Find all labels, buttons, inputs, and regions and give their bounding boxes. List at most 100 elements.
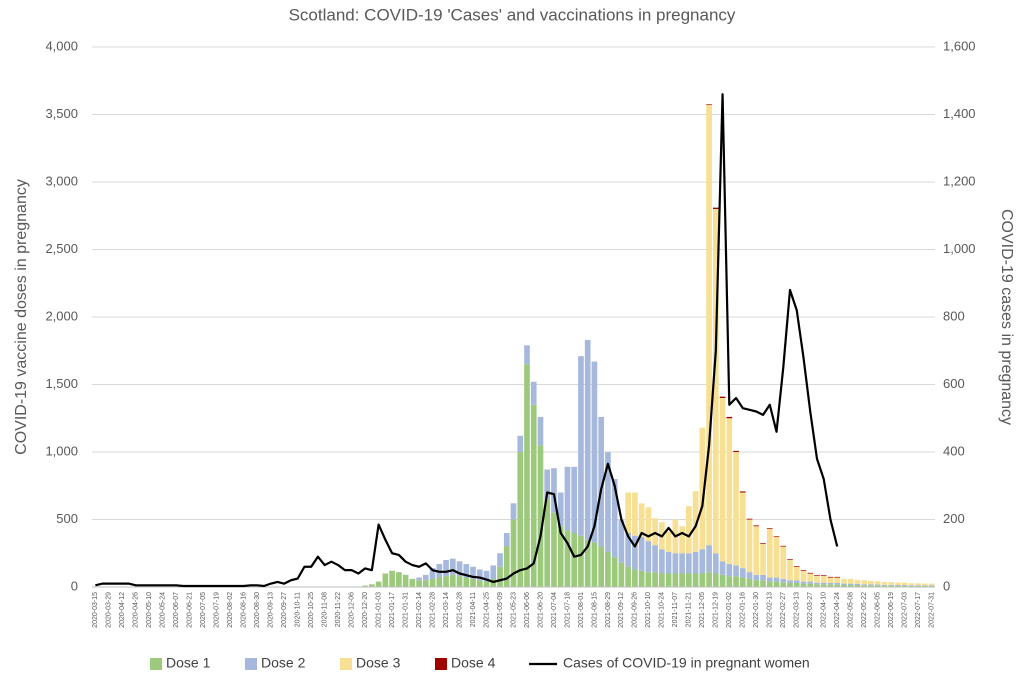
bar-segment xyxy=(598,416,605,547)
bar-segment xyxy=(733,452,739,566)
x-tick-label: 2020-06-07 xyxy=(173,592,180,628)
bar-segment xyxy=(733,565,739,577)
bar-segment xyxy=(787,582,793,587)
y2-tick-label: 1,000 xyxy=(943,241,976,256)
bar-segment xyxy=(847,583,854,585)
bar-segment xyxy=(814,575,820,583)
bar-segment xyxy=(868,580,874,585)
bar-segment xyxy=(766,528,773,529)
x-tick-label: 2021-07-18 xyxy=(564,592,571,628)
bar-segment xyxy=(699,427,706,550)
x-tick-label: 2022-01-02 xyxy=(726,592,733,628)
bar-segment xyxy=(874,584,881,586)
bar-segment xyxy=(652,545,658,573)
bar-segment xyxy=(861,580,868,585)
bar-segment xyxy=(814,582,820,585)
bar-segment xyxy=(915,583,921,586)
bar-segment xyxy=(557,492,564,527)
y2-tick-label: 1,400 xyxy=(943,106,976,121)
x-tick-label: 2021-03-28 xyxy=(456,592,463,628)
bar-segment xyxy=(773,581,780,587)
y2-tick-label: 200 xyxy=(943,511,965,526)
bar-segment xyxy=(827,582,834,585)
bar-segment xyxy=(712,573,719,587)
bar-segment xyxy=(733,576,739,587)
bar-segment xyxy=(564,466,571,531)
bar-segment xyxy=(753,574,760,581)
bar-segment xyxy=(726,416,733,419)
bar-segment xyxy=(807,581,814,584)
bar-segment xyxy=(854,579,861,584)
bar-segment xyxy=(773,577,780,582)
bar-segment xyxy=(544,469,551,500)
chart-title: Scotland: COVID-19 'Cases' and vaccinati… xyxy=(289,5,736,24)
bar-segment xyxy=(841,583,847,585)
x-tick-label: 2021-03-14 xyxy=(443,592,450,628)
bar-segment xyxy=(746,519,753,573)
bar-segment xyxy=(888,582,894,585)
bar-segment xyxy=(834,582,841,585)
bar-segment xyxy=(800,570,807,582)
bar-segment xyxy=(618,562,625,587)
bar-segment xyxy=(605,551,611,587)
x-tick-label: 2021-01-03 xyxy=(375,592,382,628)
x-tick-label: 2021-11-07 xyxy=(672,592,679,627)
bar-segment xyxy=(591,542,598,587)
x-tick-label: 2021-01-17 xyxy=(389,592,396,628)
bar-segment xyxy=(780,582,787,587)
x-tick-label: 2020-08-02 xyxy=(227,592,234,628)
bar-segment xyxy=(537,416,544,446)
y-tick-label: 1,000 xyxy=(45,443,78,458)
y-tick-label: 2,500 xyxy=(45,241,78,256)
bar-segment xyxy=(422,574,429,581)
bar-segment xyxy=(719,574,726,587)
bar-segment xyxy=(908,585,915,587)
bar-segment xyxy=(895,585,901,587)
bar-segment xyxy=(692,551,699,574)
x-tick-label: 2020-08-30 xyxy=(254,592,261,628)
x-tick-label: 2020-03-15 xyxy=(92,592,99,628)
bar-segment xyxy=(787,560,793,581)
bar-segment xyxy=(456,576,463,587)
x-tick-label: 2021-08-01 xyxy=(578,592,585,628)
bar-segment xyxy=(598,546,605,587)
bar-segment xyxy=(611,479,618,558)
bar-segment xyxy=(476,580,483,587)
x-tick-label: 2021-06-06 xyxy=(524,592,531,628)
bar-segment xyxy=(571,533,578,587)
bar-segment xyxy=(827,576,834,578)
x-tick-label: 2020-04-26 xyxy=(133,592,140,628)
bar-segment xyxy=(652,572,658,587)
bar-segment xyxy=(712,207,719,209)
bar-segment xyxy=(739,492,746,569)
bar-segment xyxy=(429,578,436,587)
bar-segment xyxy=(686,553,692,574)
y-tick-label: 500 xyxy=(56,511,78,526)
legend-label: Dose 1 xyxy=(166,655,211,671)
x-tick-label: 2022-06-05 xyxy=(875,592,882,628)
legend-label: Cases of COVID-19 in pregnant women xyxy=(563,655,810,671)
x-tick-label: 2021-06-20 xyxy=(537,592,544,628)
legend-swatch xyxy=(435,658,447,670)
bar-segment xyxy=(632,569,638,587)
x-tick-label: 2020-08-16 xyxy=(241,592,248,628)
bar-segment xyxy=(746,572,753,579)
bar-segment xyxy=(665,573,672,587)
bar-segment xyxy=(503,546,510,587)
bar-segment xyxy=(746,518,753,520)
x-tick-label: 2021-07-04 xyxy=(551,592,558,628)
bar-segment xyxy=(389,570,395,587)
bar-segment xyxy=(827,577,834,583)
bar-segment xyxy=(820,582,827,585)
bar-segment xyxy=(638,503,645,538)
bar-segment xyxy=(672,553,679,574)
bar-segment xyxy=(416,577,422,581)
x-tick-label: 2021-12-19 xyxy=(713,592,720,628)
x-tick-label: 2020-06-21 xyxy=(187,592,194,628)
bar-segment xyxy=(847,584,854,587)
bar-segment xyxy=(800,583,807,587)
bar-segment xyxy=(463,564,470,578)
x-tick-label: 2020-05-24 xyxy=(160,592,167,628)
legend-swatch xyxy=(245,658,257,670)
bar-segment xyxy=(874,585,881,587)
